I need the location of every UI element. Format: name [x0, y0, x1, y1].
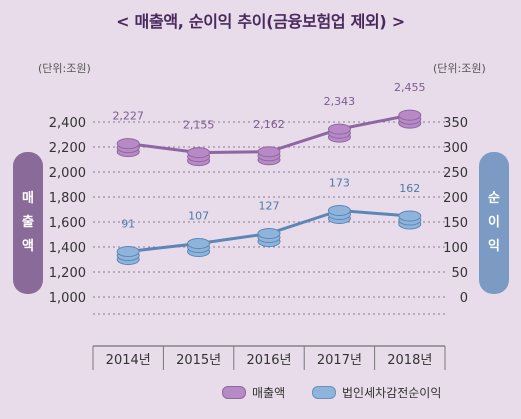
revenue-point: [116, 138, 140, 150]
x-tick-label: 2015년: [176, 353, 221, 368]
legend-net-income: 법인세차감전순이익: [312, 384, 441, 401]
right-tick-label: 300: [443, 141, 468, 156]
x-tick-label: 2016년: [246, 353, 291, 368]
right-tick-label: 350: [443, 116, 468, 131]
legend-revenue: 매출액: [222, 384, 285, 401]
net-income-axis-char: 이: [488, 215, 500, 230]
revenue-axis-char: 액: [22, 239, 34, 254]
revenue-point: [187, 147, 211, 159]
net-income-data-label: 127: [259, 200, 280, 213]
left-tick-label: 2,400: [49, 116, 86, 131]
x-tick-label: 2017년: [317, 353, 362, 368]
revenue-point: [327, 123, 351, 135]
chart-title: < 매출액, 순이익 추이(금융보험업 제외) >: [116, 12, 405, 31]
net-income-data-label: 91: [121, 218, 135, 231]
x-tick-label: 2014년: [106, 353, 151, 368]
net-income-axis-char: 익: [488, 239, 500, 254]
net-income-data-label: 107: [188, 210, 209, 223]
left-tick-label: 1,600: [49, 216, 86, 231]
revenue-data-label: 2,455: [394, 81, 426, 94]
x-tick-label: 2018년: [387, 353, 432, 368]
right-tick-label: 50: [451, 266, 468, 281]
legend-revenue-swatch: [222, 386, 246, 399]
net-income-axis-char: 순: [488, 191, 500, 206]
left-tick-label: 1,000: [49, 291, 86, 306]
left-tick-label: 2,200: [49, 141, 86, 156]
net-income-axis-badge: 순 이 익: [479, 152, 509, 294]
legend-net-income-swatch: [312, 386, 336, 399]
revenue-point: [398, 109, 422, 121]
unit-label-left: (단위:조원): [38, 62, 91, 75]
net-income-point: [116, 246, 140, 257]
revenue-axis-badge: 매 출 액: [13, 152, 43, 294]
revenue-data-label: 2,162: [253, 118, 285, 131]
unit-label-right: (단위:조원): [433, 62, 486, 75]
left-tick-label: 1,200: [49, 266, 86, 281]
net-income-point: [398, 210, 422, 222]
legend-net-income-label: 법인세차감전순이익: [342, 386, 442, 400]
revenue-data-label: 2,227: [112, 110, 144, 123]
left-tick-label: 1,400: [49, 241, 86, 256]
right-tick-label: 150: [443, 216, 468, 231]
revenue-data-label: 2,155: [183, 119, 215, 132]
revenue-point: [257, 146, 281, 158]
right-tick-label: 250: [443, 166, 468, 181]
right-tick-label: 200: [443, 191, 468, 206]
net-income-point: [257, 228, 281, 239]
revenue-axis-char: 출: [22, 215, 34, 230]
right-tick-label: 100: [443, 241, 468, 256]
net-income-data-label: 173: [329, 177, 350, 190]
net-income-point: [187, 238, 211, 249]
legend-revenue-label: 매출액: [252, 386, 286, 400]
net-income-point: [327, 205, 351, 216]
left-tick-label: 2,000: [49, 166, 86, 181]
left-tick-label: 1,800: [49, 191, 86, 206]
net-income-data-label: 162: [399, 182, 420, 195]
revenue-data-label: 2,343: [324, 95, 356, 108]
revenue-axis-char: 매: [22, 191, 34, 206]
right-tick-label: 0: [460, 291, 468, 306]
